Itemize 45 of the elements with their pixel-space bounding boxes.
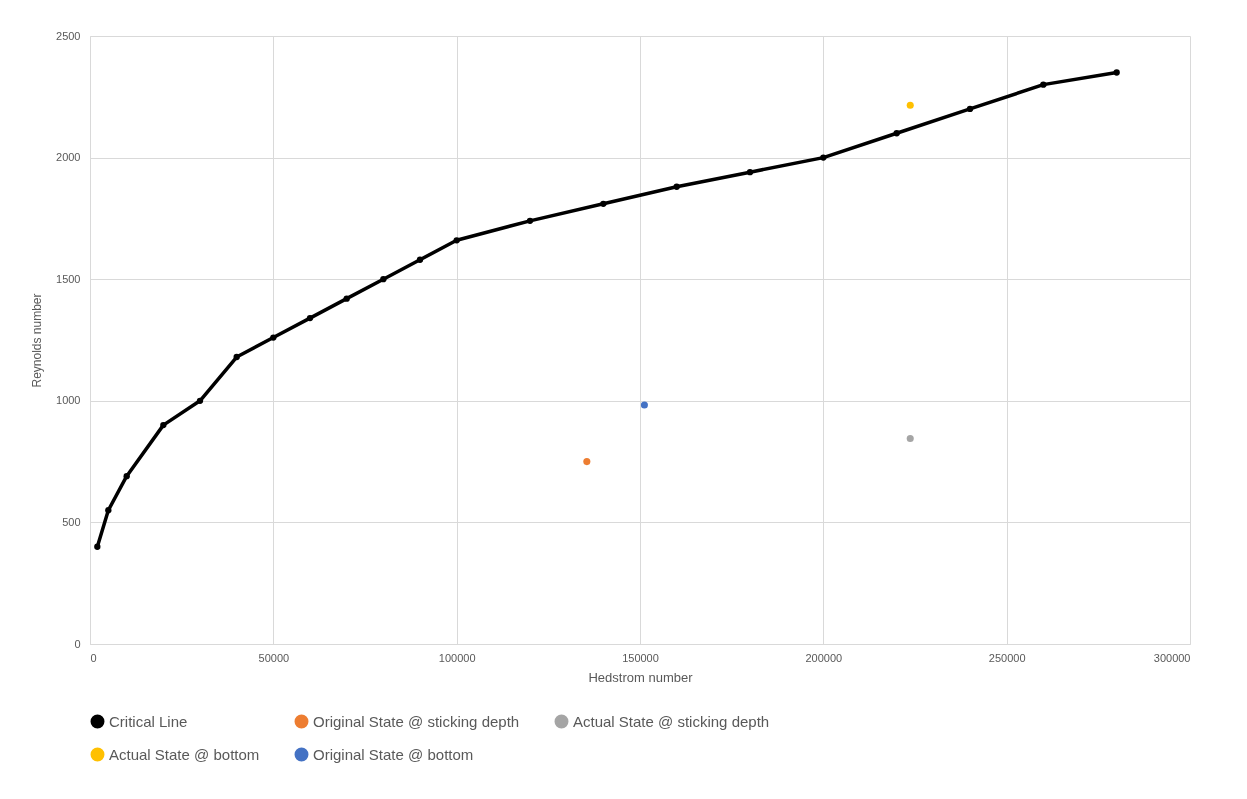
point xyxy=(966,105,974,113)
x-axis-title: Hedstrom number xyxy=(588,669,694,685)
point xyxy=(893,130,900,137)
point xyxy=(906,101,914,109)
point xyxy=(1040,81,1047,88)
y-tick-label: 2000 xyxy=(56,151,81,164)
legend-label: Actual State @ bottom xyxy=(109,745,260,763)
x-tick-label: 100000 xyxy=(438,651,476,664)
point xyxy=(196,397,204,404)
y-axis-title: Reynolds number xyxy=(30,293,45,388)
point xyxy=(416,256,424,263)
point xyxy=(526,217,534,224)
x-tick-label: 200000 xyxy=(805,651,843,664)
y-tick-label: 1500 xyxy=(56,272,81,285)
point xyxy=(380,276,387,283)
legend-label: Original State @ sticking depth xyxy=(313,712,520,730)
x-tick-label: 250000 xyxy=(988,651,1026,664)
legend-label: Critical Line xyxy=(109,712,188,730)
x-tick-label: 150000 xyxy=(622,651,659,664)
point xyxy=(673,183,680,190)
x-tick-label: 0 xyxy=(90,651,97,664)
point xyxy=(94,543,101,550)
point xyxy=(583,458,591,466)
point xyxy=(160,421,167,429)
point xyxy=(820,154,827,161)
y-tick-label: 1000 xyxy=(56,394,81,407)
point xyxy=(453,237,460,244)
point xyxy=(640,401,648,409)
x-tick-label: 50000 xyxy=(258,651,290,664)
point xyxy=(233,353,240,361)
legend-label: Actual State @ sticking depth xyxy=(573,712,770,730)
point xyxy=(123,473,130,480)
point xyxy=(746,169,754,176)
point xyxy=(600,200,607,207)
point xyxy=(343,295,350,302)
y-tick-label: 0 xyxy=(74,637,81,650)
y-tick-label: 2500 xyxy=(56,29,81,42)
point xyxy=(1113,69,1120,76)
point xyxy=(270,334,277,341)
legend-label: Original State @ bottom xyxy=(313,745,474,763)
point xyxy=(306,314,314,322)
point xyxy=(906,434,914,443)
y-tick-label: 500 xyxy=(62,515,81,528)
point xyxy=(105,507,112,514)
x-tick-label: 300000 xyxy=(1153,651,1191,664)
